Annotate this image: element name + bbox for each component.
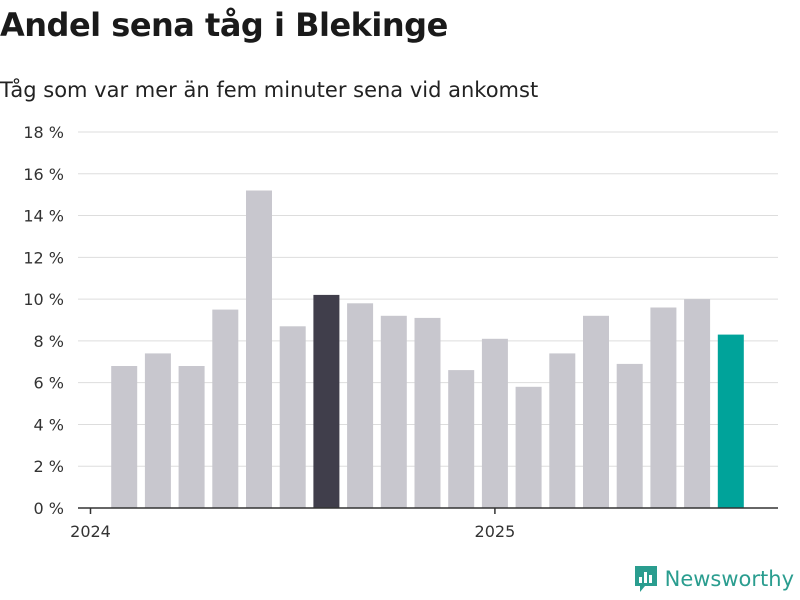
chart-title: Andel sena tåg i Blekinge xyxy=(0,6,448,44)
newsworthy-logo-icon xyxy=(634,566,657,592)
y-tick-label: 4 % xyxy=(34,415,64,434)
bar-2025-02 xyxy=(515,386,542,508)
chart-subtitle: Tåg som var mer än fem minuter sena vid … xyxy=(0,78,539,102)
bar-2025-07 xyxy=(684,299,711,508)
bar-2024-02 xyxy=(111,366,138,508)
bar-2025-08 xyxy=(717,334,744,508)
x-tick-label: 2025 xyxy=(475,522,516,541)
bar-2024-03 xyxy=(144,353,171,508)
y-axis-ticks: 0 % 2 % 4 % 6 % 8 % 10 % 12 % 14 % 16 % 18 % xyxy=(23,123,64,518)
y-tick-label: 16 % xyxy=(23,165,64,184)
bar-2025-06 xyxy=(650,307,677,508)
bar-2024-09 xyxy=(347,303,374,508)
x-tick-label: 2024 xyxy=(70,522,111,541)
bar-2024-10 xyxy=(380,315,407,508)
y-tick-label: 10 % xyxy=(23,290,64,309)
bar-2024-07 xyxy=(279,326,306,508)
y-tick-label: 2 % xyxy=(34,457,64,476)
x-axis: 2024 2025 xyxy=(70,507,778,541)
y-tick-label: 8 % xyxy=(34,332,64,351)
y-tick-label: 0 % xyxy=(34,499,64,518)
bar-2025-01 xyxy=(481,338,508,508)
newsworthy-logo: Newsworthy xyxy=(633,564,794,594)
y-tick-label: 14 % xyxy=(23,207,64,226)
brand-name: Newsworthy xyxy=(664,567,794,591)
bars xyxy=(111,190,744,508)
bar-2025-03 xyxy=(549,353,576,508)
bar-2024-08 xyxy=(313,294,340,508)
bar-2024-12 xyxy=(448,370,475,508)
bar-2024-06 xyxy=(246,190,272,508)
bar-2025-05 xyxy=(616,363,643,508)
y-tick-label: 6 % xyxy=(34,374,64,393)
y-tick-label: 12 % xyxy=(23,248,64,267)
y-tick-label: 18 % xyxy=(23,123,64,142)
bar-2024-04 xyxy=(178,366,205,508)
bar-2025-04 xyxy=(583,315,609,508)
bar-2024-11 xyxy=(414,317,441,508)
bar-2024-05 xyxy=(212,309,239,508)
